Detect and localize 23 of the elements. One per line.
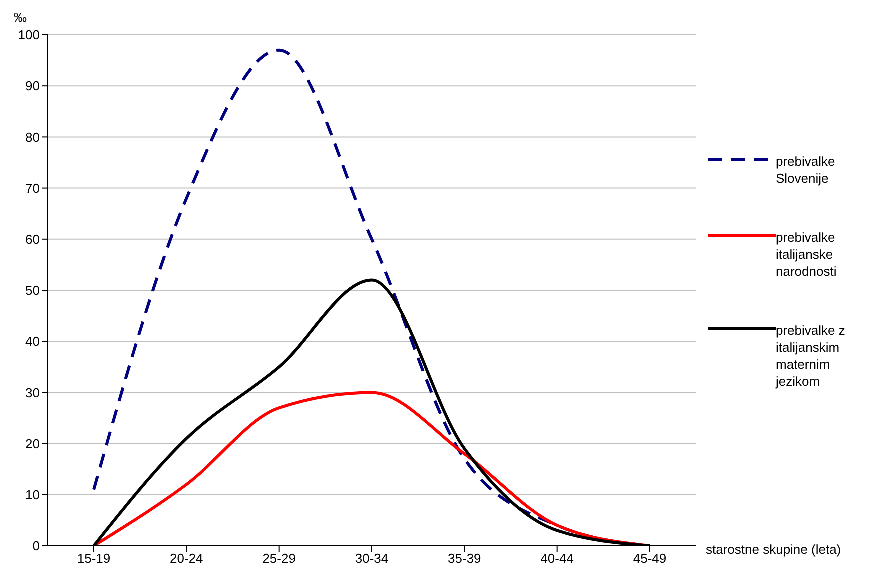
x-tick-label: 45-49 [633, 551, 667, 566]
y-tick-label: 50 [26, 283, 40, 298]
y-tick-label: 70 [26, 180, 40, 196]
text: prebivalke italijanske narodnosti [776, 229, 838, 280]
x-axis-title: starostne skupine (leta) [706, 541, 842, 559]
x-tick-label: 35-39 [448, 551, 482, 566]
y-tick-label: 10 [26, 488, 40, 503]
x-tick-label: 25-29 [262, 551, 296, 566]
y-tick-label: 30 [26, 385, 40, 400]
x-tick-label: 15-19 [77, 551, 111, 566]
y-tick-label: 90 [26, 78, 40, 94]
y-tick-label: 60 [26, 232, 40, 248]
y-tick-label: 0 [32, 538, 40, 554]
x-tick-label: 20-24 [170, 551, 204, 566]
y-tick-label: 80 [26, 130, 40, 145]
y-tick-label: 20 [26, 436, 40, 452]
text: prebivalke z italijanskim maternim jezikom [776, 322, 846, 390]
x-tick-label: 40-44 [540, 551, 574, 566]
y-tick-label: 100 [18, 28, 40, 43]
x-tick-label: 30-34 [355, 551, 389, 566]
y-axis-title: ‰ [14, 10, 27, 25]
text: prebivalke Slovenije [776, 153, 836, 187]
y-tick-label: 40 [26, 334, 40, 350]
